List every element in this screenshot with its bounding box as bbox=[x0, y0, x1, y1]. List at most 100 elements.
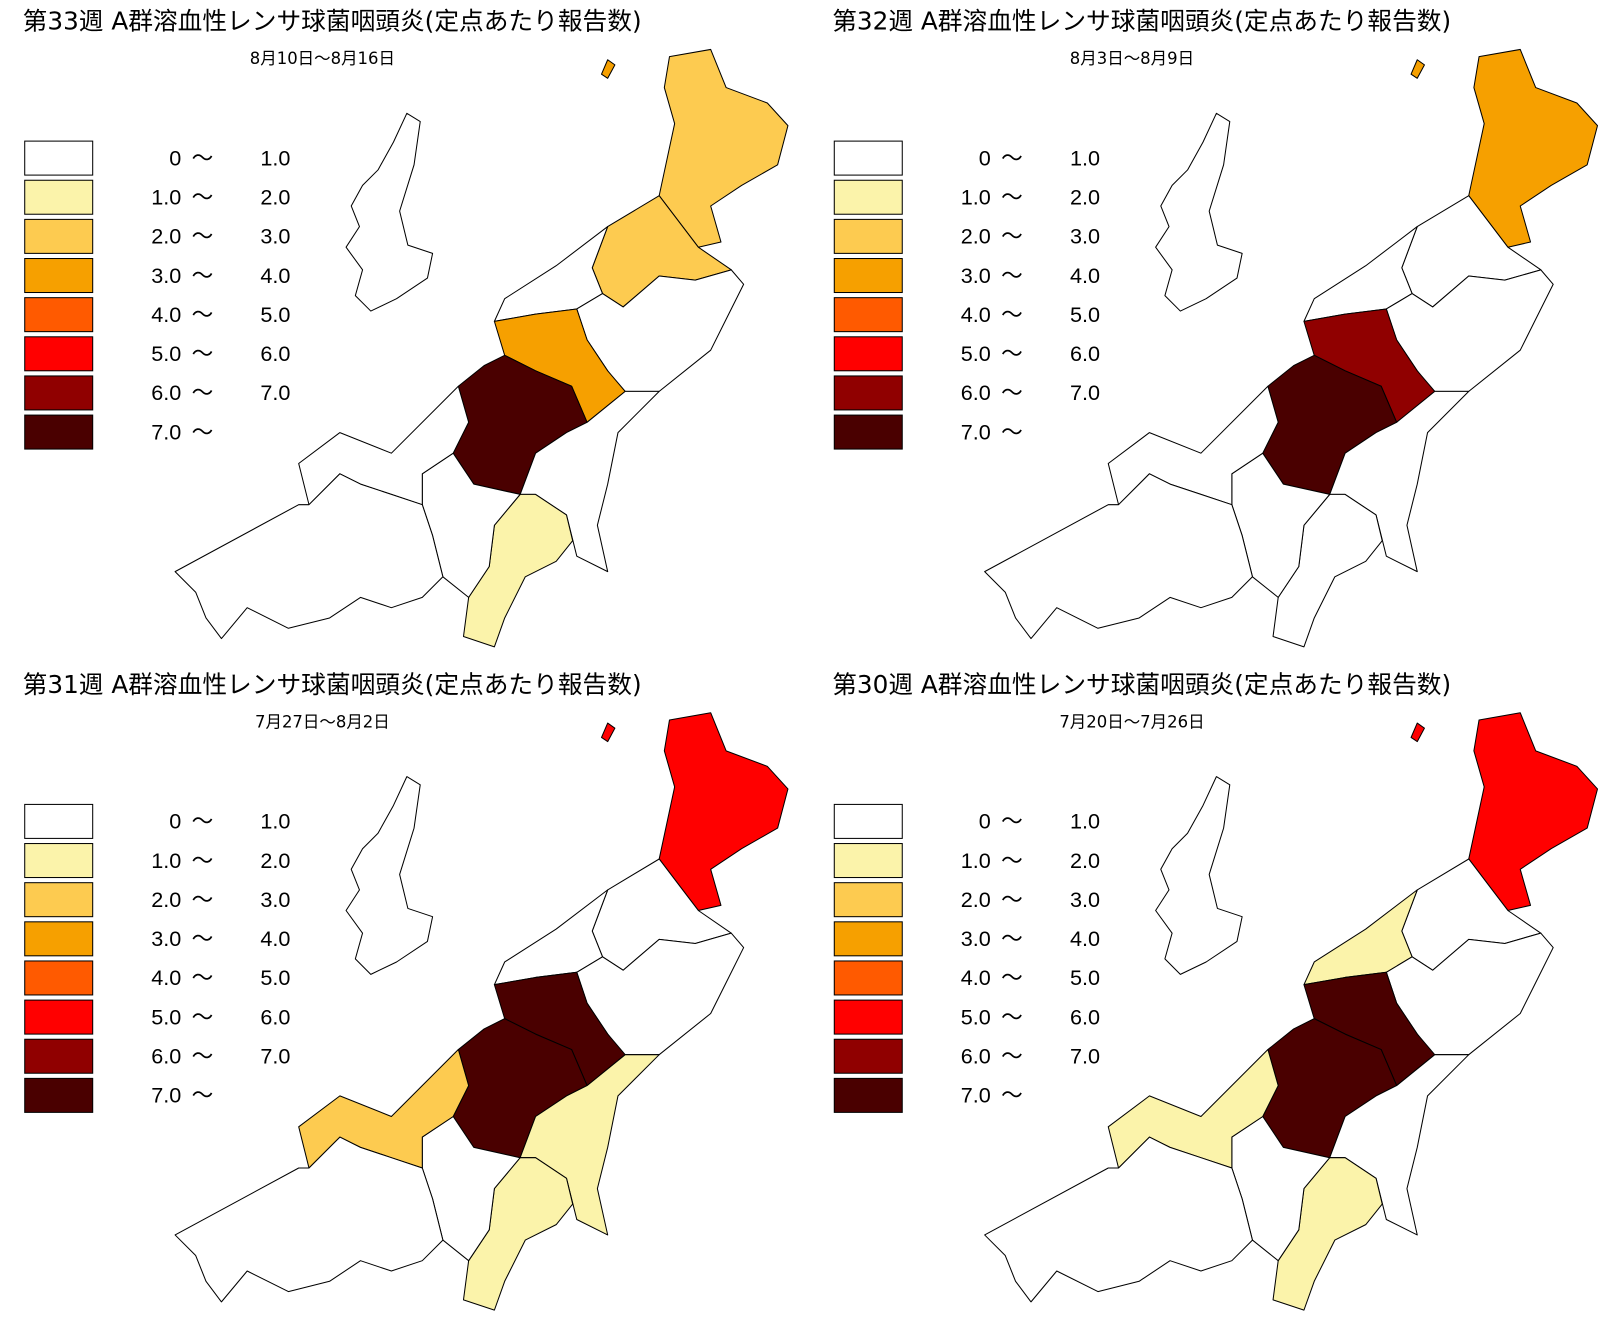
legend-separator: 〜 bbox=[192, 926, 214, 951]
legend-swatch bbox=[24, 218, 94, 254]
panel: 第31週 A群溶血性レンサ球菌咽頭炎(定点あたり報告数) 7月27日～8月2日 0 〜… bbox=[23, 670, 789, 1311]
legend-swatch bbox=[833, 375, 903, 411]
legend-swatch bbox=[24, 336, 94, 372]
legend-swatch bbox=[833, 140, 903, 176]
legend-to: 4.0 bbox=[260, 926, 290, 951]
legend-from: 0 bbox=[979, 145, 991, 170]
legend-from: 1.0 bbox=[151, 848, 181, 873]
legend-separator: 〜 bbox=[1001, 887, 1023, 912]
legend-swatch bbox=[833, 921, 903, 957]
legend-from: 1.0 bbox=[961, 185, 991, 210]
legend-separator: 〜 bbox=[1001, 145, 1023, 170]
legend-from: 0 bbox=[979, 809, 991, 834]
legend-swatch bbox=[24, 921, 94, 957]
legend-to: 6.0 bbox=[1070, 1004, 1100, 1029]
legend-separator: 〜 bbox=[192, 341, 214, 366]
legend-to: 6.0 bbox=[260, 1004, 290, 1029]
legend-separator: 〜 bbox=[1001, 926, 1023, 951]
legend-swatch bbox=[24, 1038, 94, 1074]
title: 第33週 A群溶血性レンサ球菌咽頭炎(定点あたり報告数) bbox=[23, 7, 642, 36]
legend-from: 0 bbox=[169, 145, 181, 170]
legend-separator: 〜 bbox=[192, 185, 214, 210]
panel: 第32週 A群溶血性レンサ球菌咽頭炎(定点あたり報告数) 8月3日～8月9日 0 〜 1… bbox=[832, 7, 1599, 648]
legend-from: 6.0 bbox=[151, 1044, 181, 1069]
legend-from: 7.0 bbox=[151, 1083, 181, 1108]
legend-from: 3.0 bbox=[961, 926, 991, 951]
region bbox=[519, 390, 660, 573]
legend-swatch bbox=[833, 882, 903, 918]
legend-swatch bbox=[24, 179, 94, 215]
region bbox=[174, 473, 444, 640]
region bbox=[658, 712, 789, 912]
legend-swatch bbox=[24, 258, 94, 294]
panel: 第33週 A群溶血性レンサ球菌咽頭炎(定点あたり報告数) 8月10日～8月16日 0… bbox=[23, 7, 789, 648]
legend-separator: 〜 bbox=[1001, 302, 1023, 327]
legend-separator: 〜 bbox=[192, 809, 214, 834]
legend-to: 7.0 bbox=[260, 380, 290, 405]
period: 8月10日～8月16日 bbox=[250, 49, 395, 68]
panel: 第30週 A群溶血性レンサ球菌咽頭炎(定点あたり報告数) 7月20日～7月26日 0… bbox=[832, 670, 1599, 1311]
legend-separator: 〜 bbox=[192, 887, 214, 912]
legend-separator: 〜 bbox=[1001, 263, 1023, 288]
legend-to: 5.0 bbox=[260, 965, 290, 990]
legend-from: 5.0 bbox=[961, 341, 991, 366]
legend-to: 1.0 bbox=[1070, 809, 1100, 834]
region bbox=[600, 59, 616, 79]
legend-from: 4.0 bbox=[961, 965, 991, 990]
legend-from: 1.0 bbox=[961, 848, 991, 873]
legend-separator: 〜 bbox=[1001, 848, 1023, 873]
legend-from: 7.0 bbox=[961, 1083, 991, 1108]
legend-separator: 〜 bbox=[1001, 224, 1023, 249]
legend-to: 7.0 bbox=[1070, 380, 1100, 405]
region bbox=[1468, 48, 1599, 248]
legend-from: 2.0 bbox=[961, 224, 991, 249]
legend-separator: 〜 bbox=[1001, 809, 1023, 834]
legend-swatch bbox=[833, 1038, 903, 1074]
region bbox=[345, 776, 434, 975]
region bbox=[1410, 722, 1425, 743]
legend-from: 5.0 bbox=[961, 1004, 991, 1029]
legend-to: 3.0 bbox=[1070, 887, 1100, 912]
legend-separator: 〜 bbox=[1001, 1004, 1023, 1029]
period: 7月27日～8月2日 bbox=[255, 713, 390, 732]
legend-swatch bbox=[833, 960, 903, 996]
region bbox=[984, 473, 1253, 640]
legend-separator: 〜 bbox=[1001, 419, 1023, 444]
legend-swatch bbox=[833, 218, 903, 254]
legend-to: 4.0 bbox=[260, 263, 290, 288]
legend-separator: 〜 bbox=[1001, 380, 1023, 405]
legend-separator: 〜 bbox=[192, 1004, 214, 1029]
legend-to: 5.0 bbox=[260, 302, 290, 327]
legend-to: 2.0 bbox=[1070, 848, 1100, 873]
legend-swatch bbox=[24, 960, 94, 996]
legend-to: 1.0 bbox=[1070, 145, 1100, 170]
title: 第31週 A群溶血性レンサ球菌咽頭炎(定点あたり報告数) bbox=[23, 670, 642, 699]
legend-swatch bbox=[833, 843, 903, 879]
region bbox=[1468, 712, 1599, 912]
legend-to: 7.0 bbox=[1070, 1044, 1100, 1069]
legend-separator: 〜 bbox=[192, 224, 214, 249]
legend-from: 7.0 bbox=[151, 419, 181, 444]
legend-swatch bbox=[24, 803, 94, 839]
legend-from: 4.0 bbox=[151, 965, 181, 990]
legend-separator: 〜 bbox=[192, 263, 214, 288]
legend-separator: 〜 bbox=[192, 1083, 214, 1108]
legend-swatch bbox=[833, 258, 903, 294]
legend-from: 3.0 bbox=[961, 263, 991, 288]
legend-swatch bbox=[833, 803, 903, 839]
legend-swatch bbox=[24, 140, 94, 176]
legend-from: 3.0 bbox=[151, 926, 181, 951]
legend-from: 2.0 bbox=[961, 887, 991, 912]
region bbox=[345, 112, 434, 312]
legend-separator: 〜 bbox=[192, 1044, 214, 1069]
legend-from: 6.0 bbox=[961, 380, 991, 405]
legend-swatch bbox=[833, 179, 903, 215]
legend-to: 1.0 bbox=[260, 809, 290, 834]
legend-from: 2.0 bbox=[151, 224, 181, 249]
legend-swatch bbox=[24, 297, 94, 333]
legend-to: 4.0 bbox=[1070, 263, 1100, 288]
region bbox=[1410, 59, 1425, 79]
legend-to: 5.0 bbox=[1070, 965, 1100, 990]
legend-separator: 〜 bbox=[192, 145, 214, 170]
